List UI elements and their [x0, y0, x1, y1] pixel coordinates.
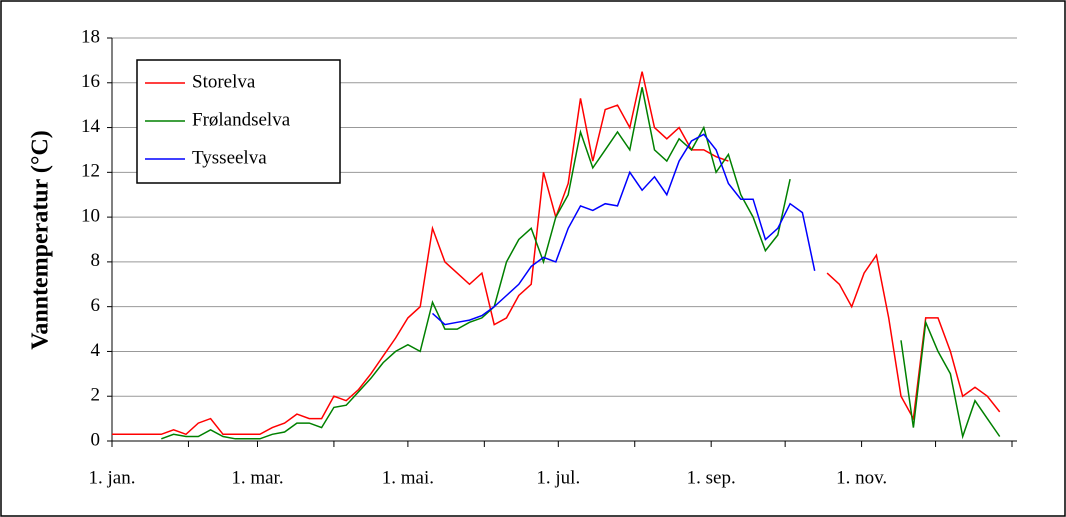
y-tick-label: 14	[81, 116, 101, 137]
y-tick-label: 6	[91, 295, 101, 316]
x-tick-label: 1. sep.	[687, 467, 736, 488]
y-tick-label: 16	[81, 71, 100, 92]
x-tick-label: 1. jul.	[536, 467, 580, 488]
y-tick-label: 4	[91, 340, 101, 361]
x-tick-label: 1. jan.	[89, 467, 136, 488]
x-tick-label: 1. mai.	[382, 467, 434, 488]
legend-label: Tysseelva	[192, 147, 267, 168]
series-line	[112, 71, 1001, 436]
y-tick-label: 18	[81, 26, 100, 47]
y-axis-label: Vanntemperatur (°C)	[28, 130, 54, 350]
y-tick-label: 2	[91, 385, 101, 406]
x-tick-label: 1. mar.	[231, 467, 283, 488]
legend-label: Storelva	[192, 71, 256, 92]
x-tick-label: 1. nov.	[836, 467, 887, 488]
y-tick-label: 12	[81, 161, 100, 182]
y-tick-label: 10	[81, 205, 100, 226]
legend-label: Frølandselva	[192, 109, 291, 130]
y-tick-label: 8	[91, 250, 101, 271]
y-tick-label: 0	[91, 429, 101, 450]
series-line	[161, 87, 1001, 440]
series-line	[431, 133, 816, 326]
